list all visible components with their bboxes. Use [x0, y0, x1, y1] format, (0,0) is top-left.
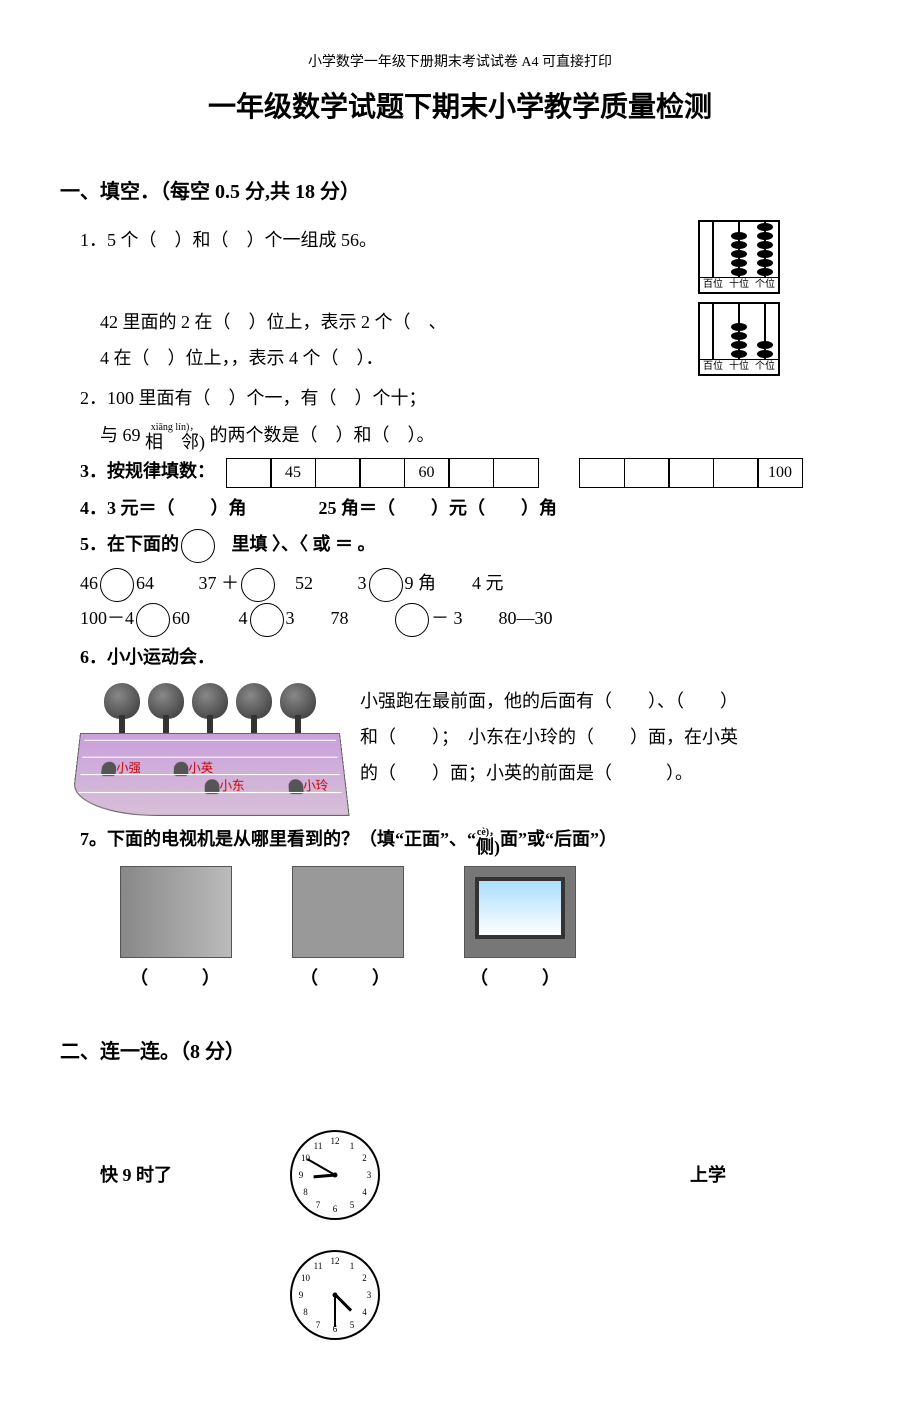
clock-row-2: 123456789101112 [100, 1250, 860, 1340]
ruby-ce: cè)，侧) [476, 828, 500, 856]
ruby-xianglin: xiāng lín)， 相 邻) [145, 423, 205, 451]
q6-head: 6．小小运动会． [80, 641, 860, 673]
q1b-line-a: 42 里面的 2 在（ ）位上，表示 2 个（ 、 [100, 306, 698, 338]
q1-line: 1．5 个（ ）和（ ）个一组成 56。 [80, 224, 698, 256]
q4-line: 4．3 元＝（ ）角 25 角＝（ ）元（ ）角 [80, 492, 860, 524]
blank-circle [181, 529, 215, 563]
tv-side-view [120, 866, 232, 958]
race-block: 小强 小英 小东 小玲 小强跑在最前面，他的后面有（ ）、（ ） 和（ ）； 小… [80, 683, 860, 813]
tv-front-view [464, 866, 576, 958]
section1-heading: 一、填空．（每空 0.5 分,共 18 分） [60, 174, 860, 210]
clock-2: 123456789101112 [290, 1250, 380, 1340]
tv-back-view [292, 866, 404, 958]
page-title: 一年级数学试题下期末小学教学质量检测 [60, 83, 860, 133]
q5-head: 5．在下面的 里填 〉、〈 或 ＝ 。 [80, 528, 860, 563]
abacus-2: 百位 十位 个位 [698, 302, 780, 376]
section2-heading: 二、连一连。（8 分） [60, 1034, 860, 1070]
seq-boxes-1: 4560 [226, 458, 539, 488]
q1b-line-b: 4 在（ ）位上，，表示 4 个（ ）． [100, 342, 698, 374]
clock1-right-label: 上学 [690, 1159, 800, 1191]
seq-boxes-2: 100 [579, 458, 803, 488]
header-small: 小学数学一年级下册期末考试试卷 A4 可直接打印 [60, 50, 860, 75]
clock-row-1: 快 9 时了 123456789101112 上学 [100, 1130, 860, 1220]
clock-1: 123456789101112 [290, 1130, 380, 1220]
tv-row [120, 866, 860, 958]
q7-line: 7。下面的电视机是从哪里看到的？（填“正面”、“cè)，侧)面”或“后面”） [80, 823, 860, 855]
q2-line: 2．100 里面有（ ）个一，有（ ）个十； [80, 382, 860, 414]
q5-row2: 100－460 43 78 － 3 80—30 [80, 602, 860, 637]
q2b-line: 与 69 xiāng lín)， 相 邻) 的两个数是（ ）和（ ）。 [100, 419, 860, 451]
tv-answer-row: （ ） （ ） （ ） [120, 962, 860, 994]
abacus-1: 百位 十位 个位 [698, 220, 780, 294]
q6-text: 小强跑在最前面，他的后面有（ ）、（ ） 和（ ）； 小东在小玲的（ ）面，在小… [360, 683, 860, 791]
q5-row1: 4664 37 ＋ 52 39 角 4 元 [80, 567, 860, 602]
race-illustration: 小强 小英 小东 小玲 [80, 683, 340, 813]
clock1-left-label: 快 9 时了 [100, 1159, 210, 1191]
q3-line: 3．按规律填数： 4560 100 [80, 455, 860, 488]
